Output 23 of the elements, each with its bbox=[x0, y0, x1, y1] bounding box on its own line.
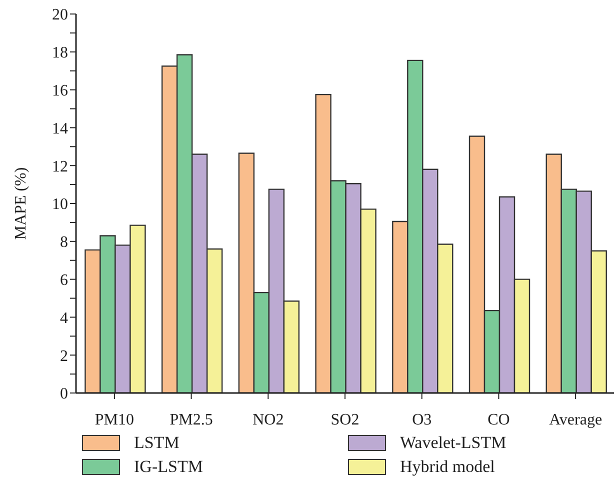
x-tick-label: PM2.5 bbox=[170, 411, 213, 428]
x-tick-label: NO2 bbox=[252, 411, 284, 428]
x-tick-label: SO2 bbox=[330, 411, 360, 428]
legend-label: Hybrid model bbox=[400, 457, 495, 477]
y-tick-label: 10 bbox=[52, 196, 68, 214]
y-tick-label: 14 bbox=[52, 120, 68, 138]
y-tick-label: 2 bbox=[60, 348, 68, 365]
y-tick-label: 6 bbox=[60, 272, 68, 289]
y-tick-label: 18 bbox=[52, 44, 68, 62]
legend-label: LSTM bbox=[134, 433, 180, 453]
x-tick-label: PM10 bbox=[94, 411, 134, 428]
y-tick-label: 12 bbox=[52, 158, 68, 176]
y-tick-label: 4 bbox=[60, 310, 68, 327]
x-tick-label: Average bbox=[549, 411, 602, 428]
legend-label: Wavelet-LSTM bbox=[400, 433, 506, 453]
y-tick-label: 20 bbox=[52, 6, 68, 24]
y-tick-label: 8 bbox=[60, 234, 68, 252]
x-tick-label: O3 bbox=[412, 411, 432, 428]
legend-label: IG-LSTM bbox=[134, 457, 203, 477]
x-tick-label: CO bbox=[488, 411, 510, 428]
y-tick-label: 16 bbox=[52, 82, 68, 100]
y-tick-label: 0 bbox=[60, 386, 68, 403]
y-axis-title: MAPE (%) bbox=[12, 167, 30, 240]
